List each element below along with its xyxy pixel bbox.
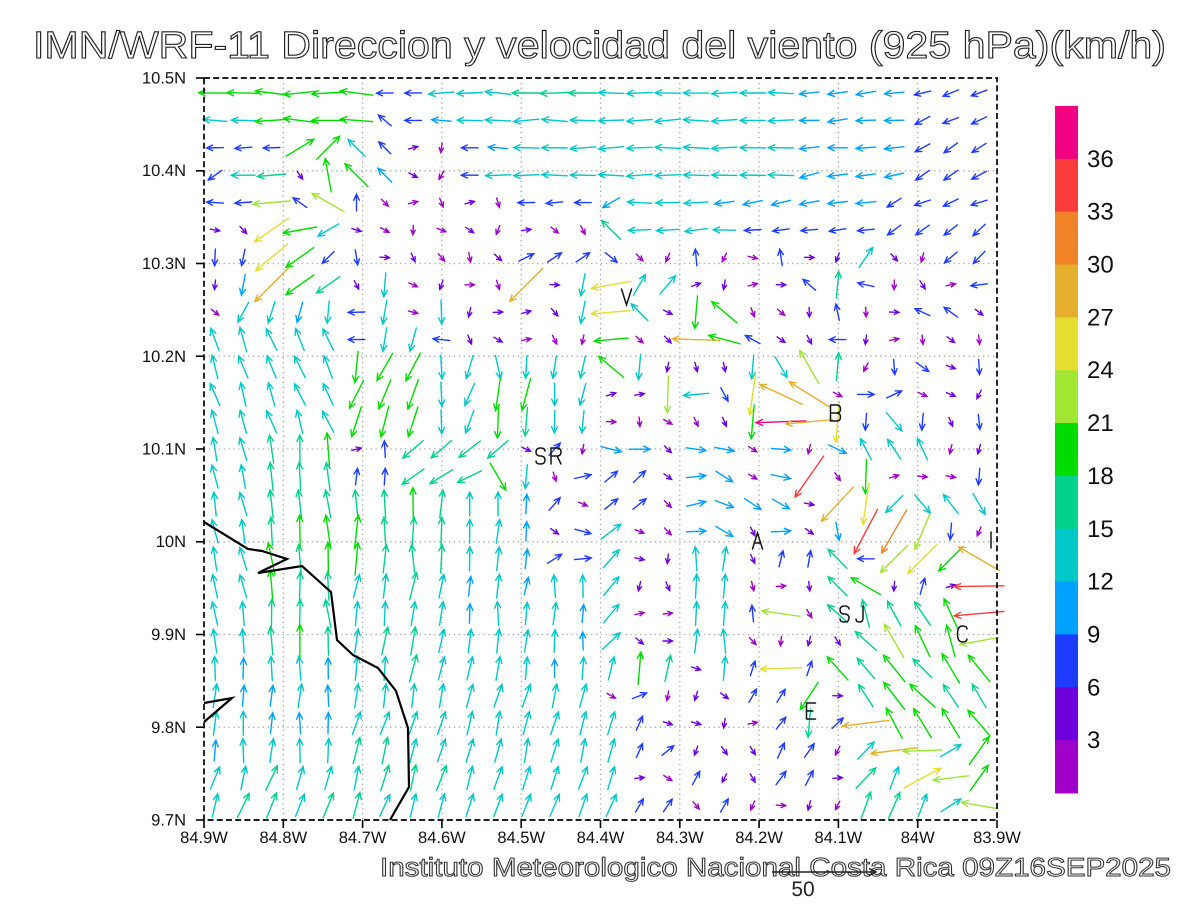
svg-text:9.8N: 9.8N [151, 719, 186, 737]
svg-text:27: 27 [1087, 304, 1114, 331]
svg-text:84.9W: 84.9W [180, 829, 228, 847]
svg-text:30: 30 [1087, 252, 1114, 279]
svg-text:Instituto Meteorologico Nacion: Instituto Meteorologico Nacional Costa R… [380, 852, 1171, 882]
svg-text:IMN/WRF-11 Direccion y velocid: IMN/WRF-11 Direccion y velocidad del vie… [33, 25, 1166, 67]
svg-text:10.3N: 10.3N [142, 255, 186, 273]
svg-text:84.6W: 84.6W [418, 829, 466, 847]
svg-text:84W: 84W [901, 829, 935, 847]
svg-text:21: 21 [1087, 410, 1114, 437]
svg-text:84.4W: 84.4W [577, 829, 625, 847]
svg-text:84.1W: 84.1W [815, 829, 863, 847]
svg-text:84.3W: 84.3W [656, 829, 704, 847]
svg-text:84.8W: 84.8W [259, 829, 307, 847]
svg-text:84.5W: 84.5W [497, 829, 545, 847]
svg-text:84.7W: 84.7W [339, 829, 387, 847]
svg-text:9: 9 [1087, 622, 1100, 649]
svg-text:50: 50 [791, 878, 814, 900]
svg-text:10N: 10N [156, 533, 186, 551]
svg-text:36: 36 [1087, 146, 1114, 173]
svg-text:10.1N: 10.1N [142, 441, 186, 459]
svg-text:83.9W: 83.9W [973, 829, 1021, 847]
svg-text:15: 15 [1087, 516, 1114, 543]
svg-text:12: 12 [1087, 569, 1114, 596]
svg-text:10.5N: 10.5N [142, 70, 186, 88]
svg-text:33: 33 [1087, 199, 1114, 226]
svg-text:18: 18 [1087, 463, 1114, 490]
svg-text:10.2N: 10.2N [142, 348, 186, 366]
svg-text:9.9N: 9.9N [151, 626, 186, 644]
svg-text:6: 6 [1087, 674, 1100, 701]
svg-text:3: 3 [1087, 727, 1100, 754]
svg-text:84.2W: 84.2W [735, 829, 783, 847]
svg-text:24: 24 [1087, 357, 1114, 384]
svg-text:10.4N: 10.4N [142, 162, 186, 180]
svg-text:9.7N: 9.7N [151, 812, 186, 830]
